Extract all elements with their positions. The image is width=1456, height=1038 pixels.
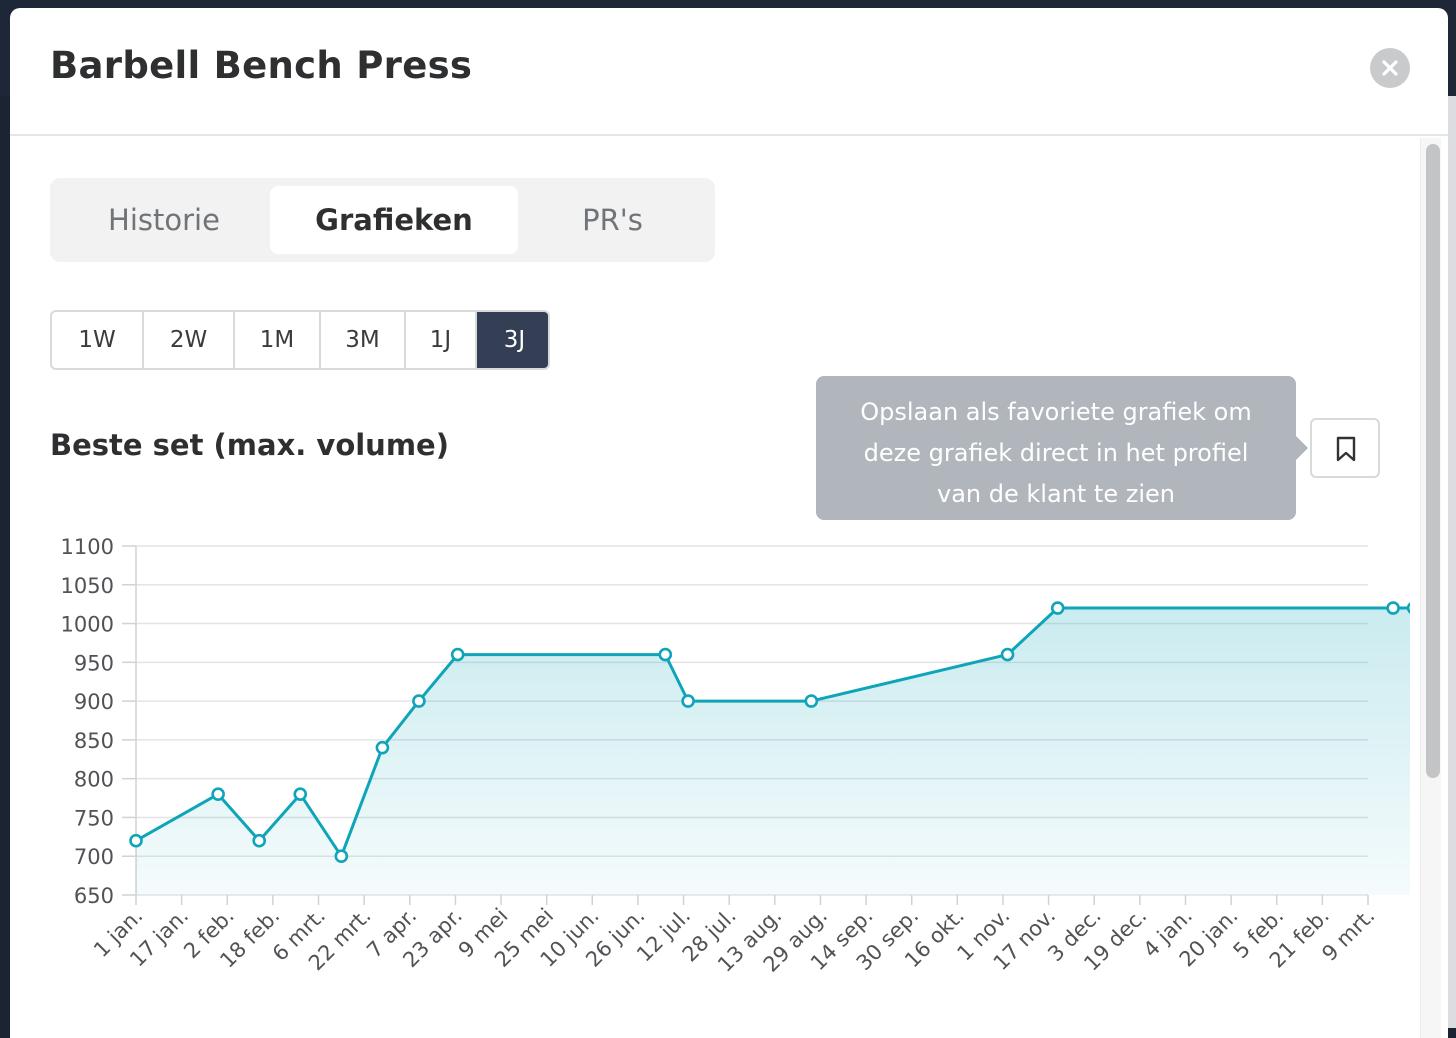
range-2w[interactable]: 2W	[144, 312, 235, 368]
data-point	[129, 833, 143, 848]
tab-grafieken[interactable]: Grafieken	[270, 186, 518, 254]
data-point	[1000, 647, 1015, 662]
range-3j[interactable]: 3J	[477, 312, 548, 368]
y-tick-label: 900	[74, 690, 114, 714]
favorite-tooltip: Opslaan als favoriete grafiek om deze gr…	[816, 376, 1296, 520]
tooltip-line: deze grafiek direct in het profiel	[863, 439, 1249, 467]
data-point	[293, 787, 308, 801]
x-tick-label: 9 mrt.	[1317, 904, 1379, 966]
close-icon	[1382, 60, 1398, 76]
data-point	[1050, 601, 1065, 615]
data-point	[334, 849, 349, 864]
data-point	[412, 694, 426, 708]
data-point	[252, 833, 266, 848]
data-point	[804, 694, 819, 708]
y-tick-label: 750	[74, 806, 114, 830]
data-point	[681, 694, 695, 708]
view-tabs: Historie Grafieken PR's	[50, 178, 715, 262]
tooltip-arrow	[1296, 436, 1308, 460]
scrollbar-thumb[interactable]	[1426, 144, 1440, 778]
bookmark-button[interactable]	[1310, 418, 1380, 478]
range-1j[interactable]: 1J	[406, 312, 477, 368]
data-point	[450, 647, 465, 662]
range-selector: 1W 2W 1M 3M 1J 3J	[50, 310, 550, 370]
tab-historie[interactable]: Historie	[108, 203, 220, 237]
y-tick-label: 1100	[61, 535, 114, 559]
data-point	[658, 647, 673, 662]
range-1w[interactable]: 1W	[52, 312, 144, 368]
series-area	[136, 608, 1410, 895]
modal-title: Barbell Bench Press	[50, 44, 473, 87]
tooltip-line: Opslaan als favoriete grafiek om	[860, 398, 1252, 426]
tooltip-line: van de klant te zien	[937, 480, 1175, 508]
y-tick-label: 1050	[61, 574, 114, 598]
y-tick-label: 850	[74, 729, 114, 753]
close-button[interactable]	[1370, 48, 1410, 88]
bookmark-icon	[1336, 436, 1356, 462]
y-tick-label: 700	[74, 845, 114, 869]
y-tick-label: 1000	[61, 613, 114, 637]
y-tick-label: 950	[74, 651, 114, 675]
y-tick-label: 800	[74, 768, 114, 792]
chart-title: Beste set (max. volume)	[50, 428, 449, 462]
modal-header: Barbell Bench Press	[10, 8, 1448, 136]
tab-prs[interactable]: PR's	[582, 203, 643, 237]
y-tick-label: 650	[74, 884, 114, 908]
data-point	[1386, 601, 1400, 615]
range-1m[interactable]: 1M	[235, 312, 321, 368]
data-point	[211, 787, 225, 801]
range-3m[interactable]: 3M	[321, 312, 406, 368]
exercise-modal: Barbell Bench Press Historie Grafieken P…	[10, 8, 1448, 1038]
data-point	[375, 740, 390, 755]
data-point	[1406, 602, 1410, 614]
